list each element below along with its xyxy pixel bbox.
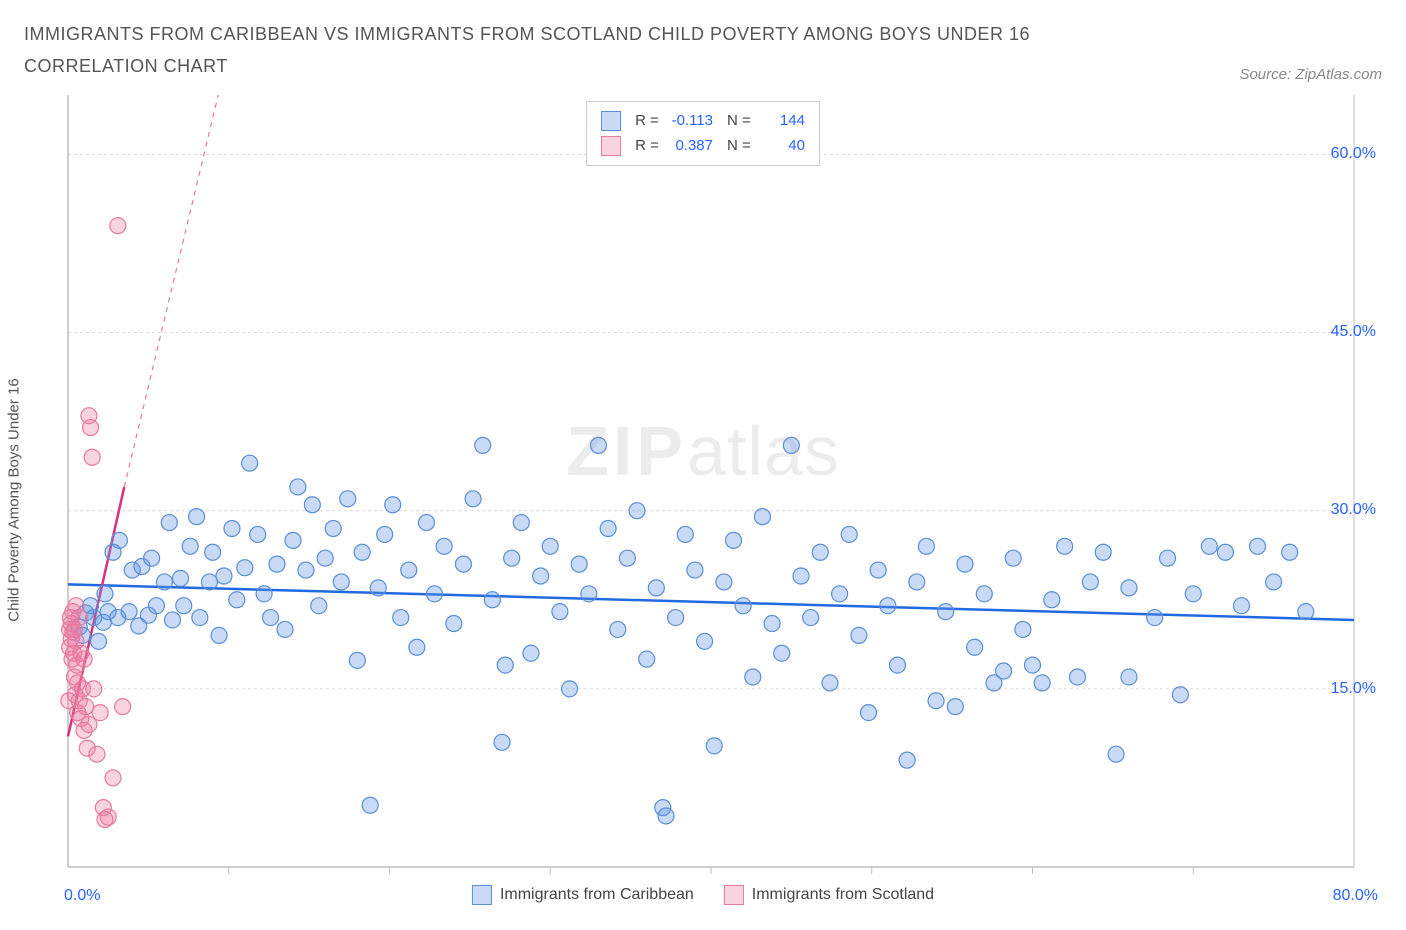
x-min-label: 0.0% <box>64 887 100 905</box>
y-tick-label: 60.0% <box>1331 145 1376 163</box>
chart-container: Child Poverty Among Boys Under 16 ZIPatl… <box>24 95 1382 905</box>
legend-label-scotland: Immigrants from Scotland <box>752 886 934 904</box>
swatch-scotland <box>601 136 621 156</box>
legend-item-scotland: Immigrants from Scotland <box>724 885 934 905</box>
swatch-caribbean-icon <box>472 885 492 905</box>
swatch-scotland-icon <box>724 885 744 905</box>
source-label: Source: ZipAtlas.com <box>1239 66 1382 83</box>
chart-title: IMMIGRANTS FROM CARIBBEAN VS IMMIGRANTS … <box>24 18 1124 83</box>
x-max-label: 80.0% <box>1333 887 1378 905</box>
legend-item-caribbean: Immigrants from Caribbean <box>472 885 694 905</box>
stats-row-scotland: R = 0.387 N = 40 <box>601 133 805 159</box>
stats-row-caribbean: R = -0.113 N = 144 <box>601 108 805 134</box>
y-tick-label: 30.0% <box>1331 501 1376 519</box>
scatter-chart <box>24 95 1382 905</box>
legend-label-caribbean: Immigrants from Caribbean <box>500 886 694 904</box>
y-axis-label: Child Poverty Among Boys Under 16 <box>6 378 23 621</box>
y-tick-label: 45.0% <box>1331 323 1376 341</box>
stats-legend: R = -0.113 N = 144 R = 0.387 N = 40 <box>586 101 820 166</box>
series-legend: Immigrants from Caribbean Immigrants fro… <box>472 885 934 905</box>
swatch-caribbean <box>601 111 621 131</box>
y-tick-label: 15.0% <box>1331 680 1376 698</box>
